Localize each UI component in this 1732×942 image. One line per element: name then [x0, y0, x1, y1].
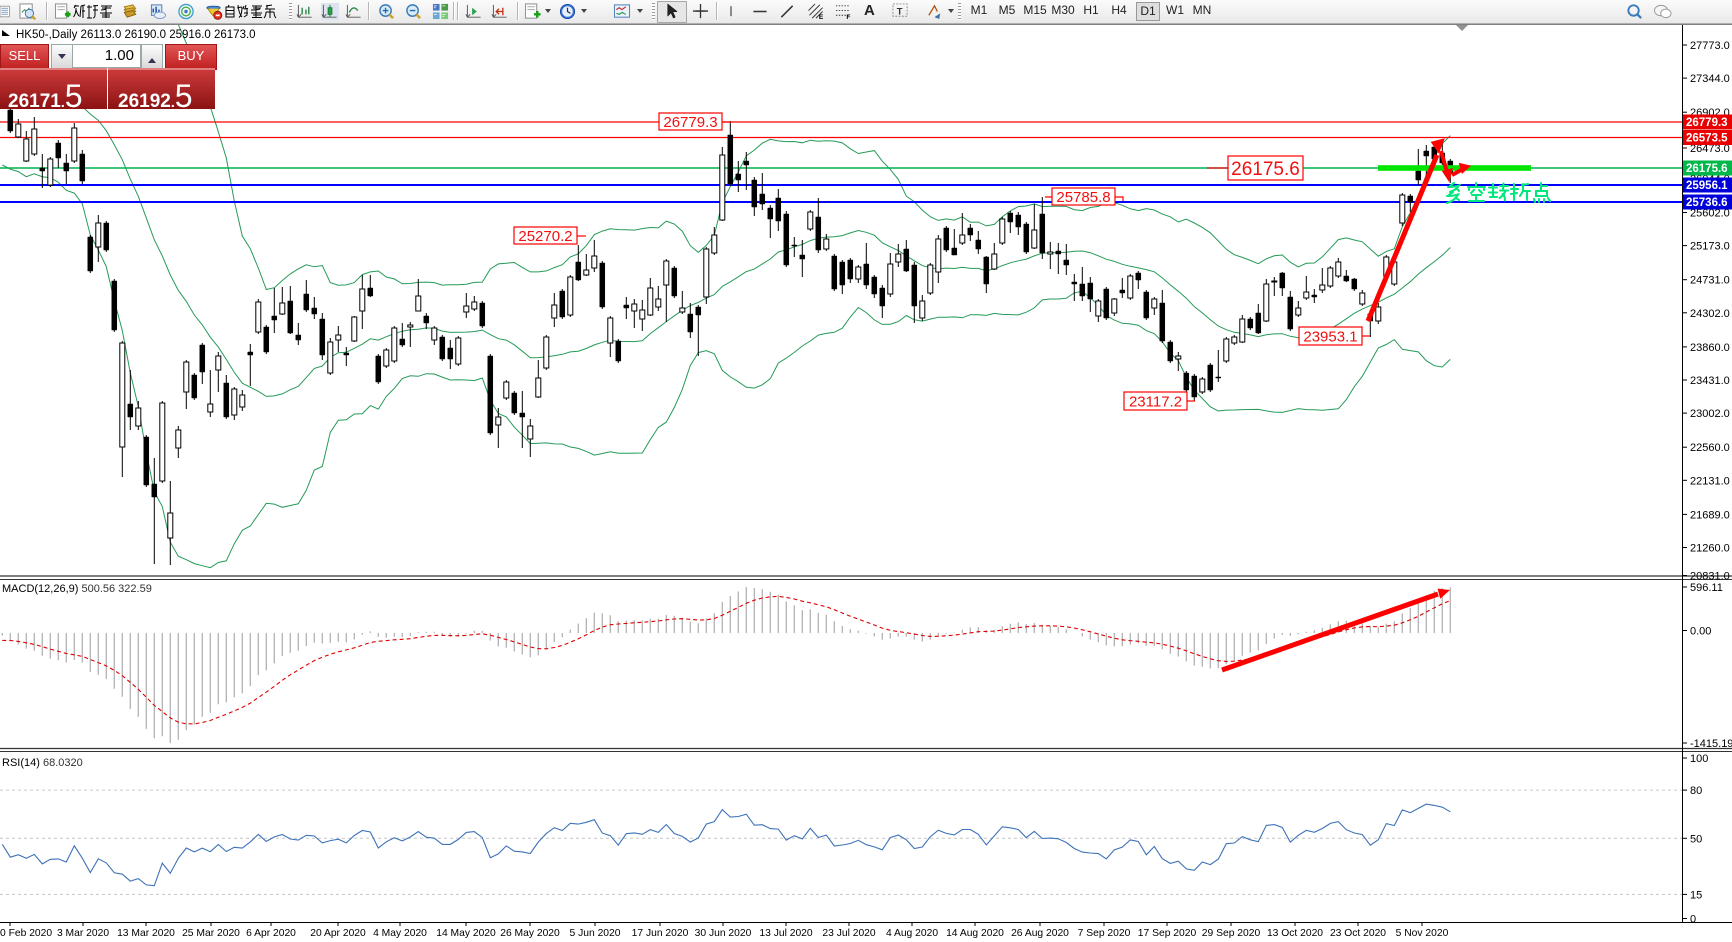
svg-text:0.00: 0.00: [1690, 626, 1711, 638]
svg-text:20831.0: 20831.0: [1690, 571, 1730, 583]
svg-text:14 May 2020: 14 May 2020: [436, 928, 496, 939]
svg-text:25736.6: 25736.6: [1686, 197, 1728, 209]
svg-text:0 Feb 2020: 0 Feb 2020: [0, 928, 52, 939]
svg-text:7 Sep 2020: 7 Sep 2020: [1078, 928, 1131, 939]
svg-text:4 May 2020: 4 May 2020: [373, 928, 427, 939]
svg-text:29 Sep 2020: 29 Sep 2020: [1202, 928, 1261, 939]
svg-text:MACD(12,26,9) 500.56 322.59: MACD(12,26,9) 500.56 322.59: [2, 583, 152, 595]
svg-text:23860.0: 23860.0: [1690, 342, 1730, 354]
svg-text:17 Sep 2020: 17 Sep 2020: [1138, 928, 1197, 939]
svg-text:21260.0: 21260.0: [1690, 543, 1730, 555]
svg-text:23117.2: 23117.2: [1129, 393, 1182, 410]
svg-text:17 Jun 2020: 17 Jun 2020: [632, 928, 689, 939]
svg-text:23953.1: 23953.1: [1303, 328, 1357, 345]
svg-text:14 Aug 2020: 14 Aug 2020: [946, 928, 1004, 939]
svg-text:21689.0: 21689.0: [1690, 509, 1730, 521]
svg-text:26175.6: 26175.6: [1231, 159, 1300, 180]
svg-text:13 Oct 2020: 13 Oct 2020: [1267, 928, 1323, 939]
svg-text:24302.0: 24302.0: [1690, 308, 1730, 320]
svg-text:13 Jul 2020: 13 Jul 2020: [759, 928, 813, 939]
svg-text:E: E: [819, 14, 824, 20]
svg-text:26779.3: 26779.3: [1686, 117, 1728, 129]
svg-text:26779.3: 26779.3: [663, 114, 717, 131]
svg-text:3 Mar 2020: 3 Mar 2020: [57, 928, 109, 939]
svg-text:13 Mar 2020: 13 Mar 2020: [117, 928, 175, 939]
svg-text:23 Jul 2020: 23 Jul 2020: [822, 928, 876, 939]
svg-text:20 Apr 2020: 20 Apr 2020: [310, 928, 366, 939]
svg-text:-1415.19: -1415.19: [1690, 738, 1732, 750]
svg-text:4 Aug 2020: 4 Aug 2020: [886, 928, 938, 939]
svg-text:22560.0: 22560.0: [1690, 442, 1730, 454]
svg-text:26 May 2020: 26 May 2020: [500, 928, 560, 939]
svg-text:25173.0: 25173.0: [1690, 241, 1730, 253]
svg-text:80: 80: [1690, 785, 1702, 797]
svg-text:26175.6: 26175.6: [1686, 163, 1728, 175]
svg-text:22131.0: 22131.0: [1690, 475, 1730, 487]
svg-text:26473.0: 26473.0: [1690, 143, 1730, 155]
svg-text:RSI(14) 68.0320: RSI(14) 68.0320: [2, 757, 83, 769]
svg-text:25785.8: 25785.8: [1056, 189, 1110, 206]
svg-text:F: F: [846, 14, 850, 20]
svg-text:27344.0: 27344.0: [1690, 73, 1730, 85]
svg-text:5 Nov 2020: 5 Nov 2020: [1396, 928, 1449, 939]
svg-text:25270.2: 25270.2: [518, 228, 572, 245]
svg-text:27773.0: 27773.0: [1690, 40, 1730, 52]
svg-text:23 Oct 2020: 23 Oct 2020: [1330, 928, 1386, 939]
svg-text:HK50-,Daily 26113.0 26190.0 2: HK50-,Daily 26113.0 26190.0 25916.0 2617…: [16, 29, 256, 41]
svg-text:100: 100: [1690, 753, 1708, 765]
svg-text:596.11: 596.11: [1690, 582, 1723, 594]
svg-text:24731.0: 24731.0: [1690, 275, 1730, 287]
svg-text:T: T: [897, 6, 903, 17]
svg-text:50: 50: [1690, 833, 1702, 845]
svg-text:23431.0: 23431.0: [1690, 375, 1730, 387]
svg-text:25 Mar 2020: 25 Mar 2020: [182, 928, 240, 939]
svg-text:5 Jun 2020: 5 Jun 2020: [570, 928, 621, 939]
svg-text:23002.0: 23002.0: [1690, 408, 1730, 420]
svg-text:0: 0: [1690, 914, 1696, 926]
svg-text:15: 15: [1690, 889, 1702, 901]
svg-text:6 Apr 2020: 6 Apr 2020: [246, 928, 296, 939]
svg-text:25602.0: 25602.0: [1690, 208, 1730, 220]
svg-text:26 Aug 2020: 26 Aug 2020: [1011, 928, 1069, 939]
svg-text:26573.5: 26573.5: [1686, 133, 1728, 145]
svg-text:25956.1: 25956.1: [1686, 180, 1728, 192]
svg-text:30 Jun 2020: 30 Jun 2020: [695, 928, 752, 939]
